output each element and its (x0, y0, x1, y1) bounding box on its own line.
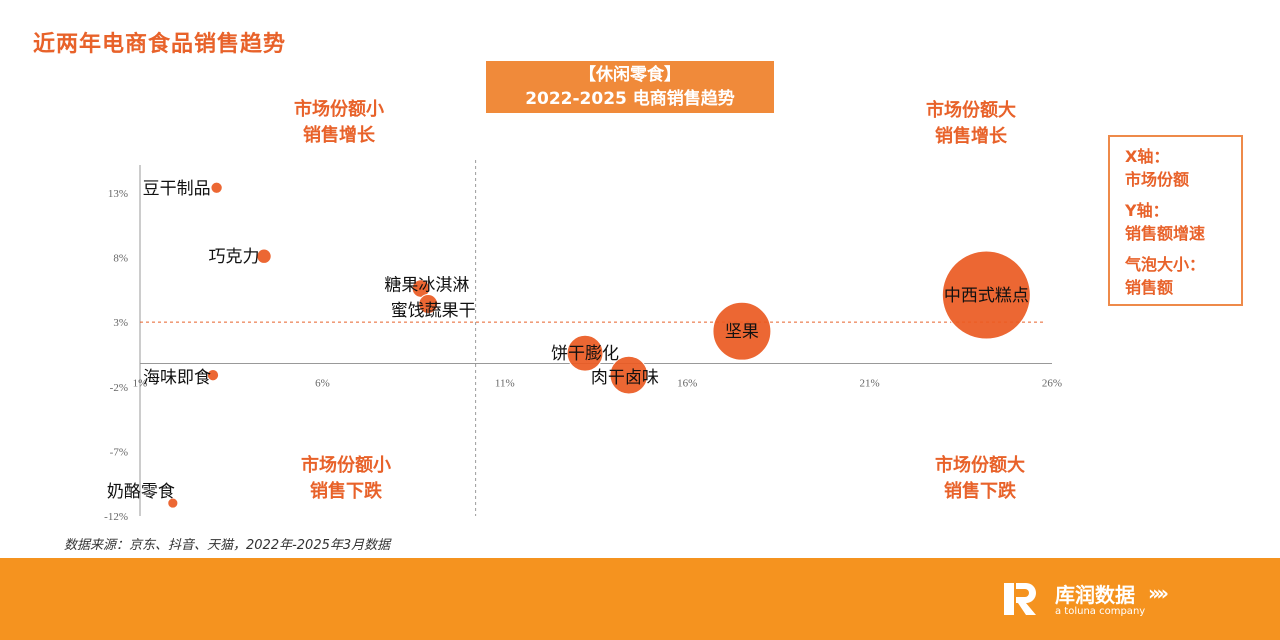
legend-size-value: 销售额 (1125, 278, 1174, 297)
y-tick-label: 13% (108, 188, 128, 200)
brand-subtitle: a toluna company (1055, 606, 1146, 617)
bubble-label: 饼干膨化 (551, 344, 619, 364)
x-tick-label: 26% (1042, 378, 1062, 390)
axis-legend-box: X轴： 市场份额 Y轴： 销售额增速 气泡大小： 销售额 (1108, 135, 1243, 306)
bubble-point (712, 301, 772, 361)
bubble-point (609, 355, 649, 395)
data-source-note: 数据来源：京东、抖音、天猫，2022年-2025年3月数据 (64, 538, 391, 553)
quadrant-top-right-line2: 销售增长 (935, 126, 1007, 147)
x-tick-label: 21% (860, 378, 880, 390)
brand-logo: 库润数据 a toluna company ›››› (1000, 575, 1230, 625)
legend-x-value: 市场份额 (1125, 170, 1190, 189)
chart-title-line2: 2022-2025 电商销售趋势 (525, 89, 735, 109)
bubble-chart: 1% 6% 11% 16% 21% 26% 13% 8% 3% -2% -7% -12% 豆干制品巧克力… (104, 160, 1062, 523)
quadrant-bottom-right-line2: 销售下跌 (944, 481, 1016, 502)
y-tick-label: -2% (110, 382, 128, 394)
bubble-label: 巧克力 (209, 247, 260, 267)
page-title: 近两年电商食品销售趋势 (33, 32, 287, 57)
bubble-label: 奶酪零食 (107, 482, 175, 502)
x-tick-label: 1% (133, 378, 148, 390)
bubble-label: 豆干制品 (143, 179, 211, 199)
bubble-label: 坚果 (725, 322, 759, 342)
legend-y-value: 销售额增速 (1125, 224, 1206, 243)
chart-title-box: 【休闲零食】 2022-2025 电商销售趋势 (486, 61, 774, 113)
x-tick-label: 16% (677, 378, 697, 390)
bubble-point (566, 334, 604, 372)
quadrant-label-top-right: 市场份额大 销售增长 (871, 98, 1071, 150)
x-tick-label: 11% (495, 378, 515, 390)
y-tick-label: 8% (113, 253, 128, 265)
legend-x-title: X轴： (1125, 147, 1170, 166)
bubble-point (418, 294, 439, 315)
quadrant-label-bottom-left: 市场份额小 销售下跌 (246, 453, 446, 505)
y-tick-label: -12% (104, 511, 128, 523)
chart-title-line1: 【休闲零食】 (579, 65, 681, 85)
bubble-label: 蜜饯蔬果干 (391, 301, 476, 321)
bubble-label: 中西式糕点 (944, 286, 1029, 306)
legend-y-title: Y轴： (1125, 201, 1169, 220)
bubble-point (210, 181, 223, 194)
brand-name: 库润数据 (1055, 583, 1135, 607)
quadrant-bottom-left-line2: 销售下跌 (310, 481, 382, 502)
brand-mark-icon (1004, 583, 1036, 615)
footer-band (0, 558, 1280, 640)
quadrant-top-right-line1: 市场份额大 (926, 100, 1016, 121)
quadrant-label-top-left: 市场份额小 销售增长 (239, 97, 439, 149)
legend-size-title: 气泡大小： (1125, 255, 1206, 274)
bubble-point (256, 248, 272, 264)
bubble-label: 肉干卤味 (591, 368, 659, 388)
quadrant-top-left-line1: 市场份额小 (294, 99, 384, 120)
bubble-point (167, 497, 179, 509)
bubble-label: 糖果冰淇淋 (384, 276, 469, 296)
quadrant-top-left-line2: 销售增长 (303, 125, 375, 146)
y-tick-label: -7% (110, 446, 128, 458)
brand-arrows-icon: ›››› (1148, 581, 1169, 605)
quadrant-bottom-right-line1: 市场份额大 (935, 455, 1025, 476)
bubble-label: 海味即食 (143, 368, 211, 388)
quadrant-label-bottom-right: 市场份额大 销售下跌 (880, 453, 1080, 505)
quadrant-bottom-left-line1: 市场份额小 (301, 455, 391, 476)
bubble-point (206, 368, 220, 382)
x-tick-label: 6% (315, 378, 330, 390)
y-tick-label: 3% (113, 317, 128, 329)
bubble-point (941, 250, 1031, 340)
